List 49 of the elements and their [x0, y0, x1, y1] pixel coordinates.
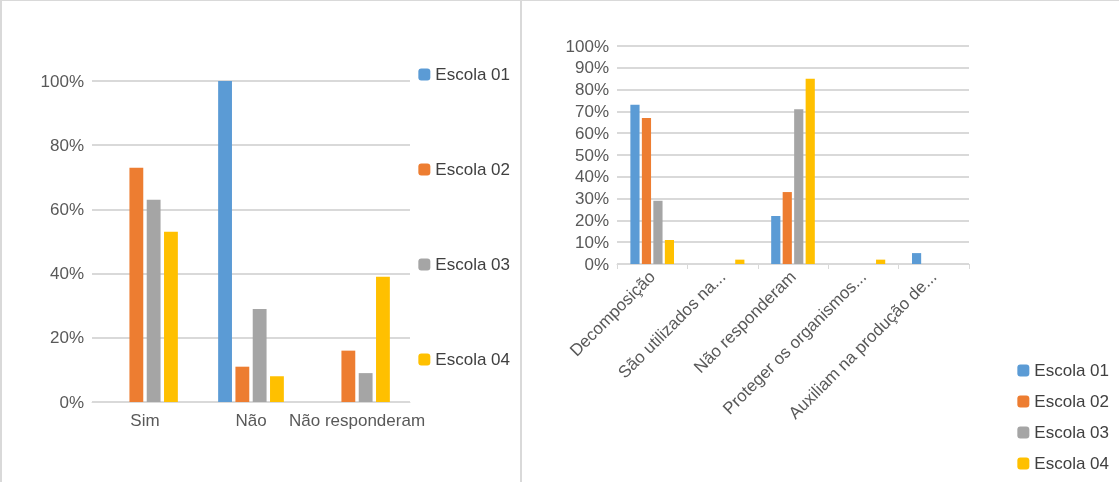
legend-label: Escola 01: [435, 65, 511, 84]
bar: [164, 231, 178, 402]
bar: [630, 104, 640, 264]
y-tick-label: 20%: [574, 210, 609, 230]
bar: [358, 373, 373, 402]
bar: [270, 376, 284, 402]
y-tick-label: 20%: [49, 328, 84, 348]
y-tick-label: 10%: [574, 232, 609, 252]
x-tick-label: Não responderam: [288, 411, 426, 430]
y-tick-label: 100%: [40, 71, 84, 91]
bar: [782, 192, 792, 264]
bar: [641, 117, 652, 264]
legend-label: Escola 02: [1034, 392, 1110, 411]
legend-label: Escola 01: [1034, 361, 1110, 380]
y-tick-label: 50%: [574, 145, 609, 165]
legend-label: Escola 03: [1034, 423, 1110, 442]
y-tick-label: 60%: [49, 199, 84, 219]
y-tick-label: 100%: [565, 36, 609, 56]
bar: [876, 259, 886, 264]
bar: [911, 253, 922, 264]
bar: [146, 199, 161, 402]
y-tick-label: 40%: [574, 167, 609, 187]
y-tick-label: 90%: [574, 58, 609, 78]
legend-label: Escola 04: [1034, 454, 1110, 473]
bar: [794, 109, 804, 264]
bar: [376, 276, 390, 402]
bar: [129, 167, 144, 402]
y-tick-label: 80%: [49, 135, 84, 155]
y-tick-label: 0%: [59, 392, 84, 412]
legend-label: Escola 04: [435, 350, 511, 369]
x-tick-label: Sim: [130, 411, 160, 430]
bar: [771, 216, 781, 264]
x-tick-label: Não: [235, 411, 267, 430]
bar: [218, 81, 232, 402]
y-tick-label: 0%: [584, 254, 609, 274]
y-tick-label: 60%: [574, 123, 609, 143]
y-tick-label: 30%: [574, 189, 609, 209]
bar: [341, 350, 356, 402]
y-tick-label: 80%: [574, 80, 609, 100]
bar: [735, 259, 745, 264]
legend-label: Escola 02: [435, 160, 511, 179]
bar: [252, 308, 267, 402]
y-tick-label: 70%: [574, 101, 609, 121]
legend-label: Escola 03: [435, 255, 511, 274]
bar: [805, 78, 815, 264]
bar: [235, 366, 250, 402]
y-tick-label: 40%: [49, 264, 84, 284]
bar: [653, 200, 663, 264]
bar: [664, 240, 675, 264]
